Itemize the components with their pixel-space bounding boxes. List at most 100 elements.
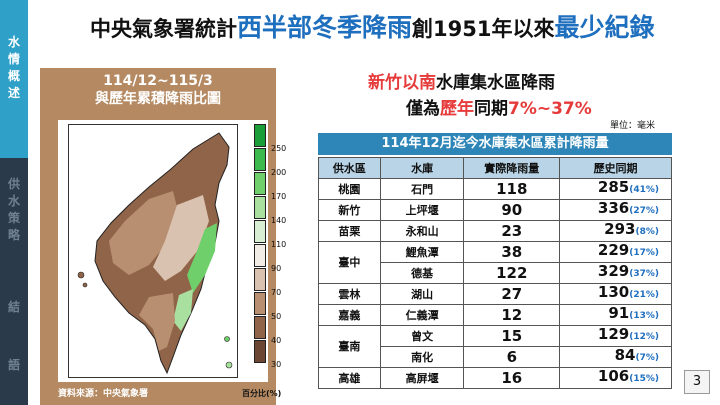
actual-rain-cell: 122	[463, 262, 561, 284]
sidebar-item-label: 水情概述	[7, 35, 20, 100]
reservoir-cell: 永和山	[379, 220, 465, 242]
title-text: 中央氣象署統計	[90, 17, 237, 41]
orchid-island	[225, 361, 233, 369]
map-light-region	[109, 191, 179, 275]
page-number: 3	[684, 370, 710, 394]
reservoir-cell: 湖山	[379, 283, 465, 305]
subtitle-highlight: 新竹以南	[368, 73, 436, 93]
historical-percent: (17%)	[629, 248, 659, 258]
colorbar-label: 110	[271, 240, 287, 249]
table-row: 桃園 石門 118 285(41%)	[318, 178, 672, 200]
reservoir-cell: 鯉魚潭	[379, 241, 465, 263]
actual-rain-cell: 23	[463, 220, 561, 242]
colorbar-cell	[254, 124, 266, 147]
colorbar-cell	[254, 196, 266, 219]
sidebar-item-conclusion-2[interactable]: 語	[0, 358, 28, 373]
colorbar-cell	[254, 340, 266, 363]
historical-cell: 106(15%)	[559, 367, 672, 389]
table-header-row: 供水區 水庫 實際降雨量 歷史同期	[318, 157, 672, 179]
table-row: 嘉義 仁義潭 12 91(13%)	[318, 304, 672, 326]
sidebar-item-overview[interactable]: 水情概述	[0, 34, 28, 102]
historical-value: 336	[597, 199, 630, 217]
page-title: 中央氣象署統計西半部冬季降雨創1951年以來最少紀錄	[90, 8, 654, 44]
historical-cell: 91(13%)	[559, 304, 672, 326]
table-row: 新竹 上坪堰 90 336(27%)	[318, 199, 672, 221]
region-cell: 臺南	[318, 325, 381, 368]
title-highlight: 最少紀錄	[554, 13, 655, 42]
title-highlight: 西半部冬季降雨	[237, 13, 413, 42]
sidebar-active-section	[0, 0, 28, 158]
historical-percent: (21%)	[629, 290, 659, 300]
sidebar: 水情概述 供水策略 結 語	[0, 0, 28, 405]
colorbar-cell	[254, 220, 266, 243]
actual-rain-cell: 38	[463, 241, 561, 263]
penghu-island	[77, 271, 85, 279]
region-cell: 桃園	[318, 178, 381, 200]
sidebar-item-label: 結	[7, 300, 20, 314]
subtitle-line-2: 僅為歷年同期7%~37%	[406, 94, 592, 119]
historical-cell: 129(12%)	[559, 325, 672, 347]
colorbar-cell	[254, 148, 266, 171]
sidebar-item-strategy[interactable]: 供水策略	[0, 176, 28, 244]
historical-value: 129	[597, 325, 630, 343]
sidebar-item-label: 語	[7, 358, 20, 372]
colorbar-label: 90	[271, 264, 282, 273]
table-row: 臺南 曾文 15 129(12%)	[318, 325, 672, 368]
region-cell: 高雄	[318, 367, 381, 389]
historical-cell: 130(21%)	[559, 283, 672, 305]
historical-percent: (8%)	[635, 227, 659, 237]
sidebar-inactive-section	[0, 158, 28, 405]
column-header: 歷史同期	[559, 157, 672, 179]
colorbar-label: 40	[271, 336, 282, 345]
table-row: 南化 6 84(7%)	[319, 346, 672, 368]
rainfall-table: 供水區 水庫 實際降雨量 歷史同期 桃園 石門 118 285(41%) 新竹 …	[318, 157, 672, 389]
map-source: 資料來源：中央氣象署	[58, 389, 149, 399]
map-south-region	[139, 293, 175, 351]
historical-percent: (27%)	[629, 206, 659, 216]
actual-rain-cell: 16	[463, 367, 561, 389]
historical-value: 285	[597, 178, 630, 196]
colorbar-cell	[254, 292, 266, 315]
region-cell: 苗栗	[318, 220, 381, 242]
map-frame	[58, 120, 268, 382]
region-cell: 雲林	[318, 283, 381, 305]
map-heading-period: 114/12~115/3	[103, 73, 213, 89]
historical-percent: (41%)	[629, 185, 659, 195]
title-text: 創1951年以來	[412, 17, 555, 41]
reservoir-cell: 曾文	[379, 325, 465, 347]
actual-rain-cell: 27	[463, 283, 561, 305]
subtitle-line-1: 新竹以南水庫集水區降雨	[368, 68, 555, 93]
historical-cell: 293(8%)	[559, 220, 672, 242]
historical-percent: (15%)	[629, 374, 659, 384]
region-cell: 新竹	[318, 199, 381, 221]
colorbar-label: 140	[271, 216, 287, 225]
column-header: 供水區	[318, 157, 381, 179]
colorbar-label: 250	[271, 144, 287, 153]
historical-percent: (13%)	[629, 311, 659, 321]
historical-cell: 229(17%)	[559, 241, 672, 263]
penghu-island	[82, 282, 88, 288]
map-wet-region-2	[173, 289, 193, 331]
historical-cell: 329(37%)	[559, 262, 672, 284]
table-row: 臺中 鯉魚潭 38 229(17%)	[318, 241, 672, 284]
colorbar-cell	[254, 268, 266, 291]
sidebar-item-conclusion[interactable]: 結	[0, 300, 28, 315]
reservoir-cell: 仁義潭	[379, 304, 465, 326]
reservoir-cell: 石門	[379, 178, 465, 200]
region-cell: 嘉義	[318, 304, 381, 326]
colorbar-label: 70	[271, 288, 282, 297]
actual-rain-cell: 15	[463, 325, 561, 347]
actual-rain-cell: 90	[463, 199, 561, 221]
colorbar-cell	[254, 316, 266, 339]
subtitle-highlight-percent: 7%~37%	[508, 99, 592, 119]
column-header: 水庫	[379, 157, 465, 179]
map-heading: 114/12~115/3 與歷年累積降雨比圖	[40, 72, 276, 108]
colorbar-label: 200	[271, 168, 287, 177]
historical-percent: (37%)	[629, 269, 659, 279]
map-wet-region	[187, 223, 217, 293]
colorbar-cell	[254, 244, 266, 267]
historical-cell: 336(27%)	[559, 199, 672, 221]
table-row: 德基 122 329(37%)	[319, 262, 672, 284]
region-cell: 臺中	[318, 241, 381, 284]
historical-value: 84	[614, 346, 636, 364]
